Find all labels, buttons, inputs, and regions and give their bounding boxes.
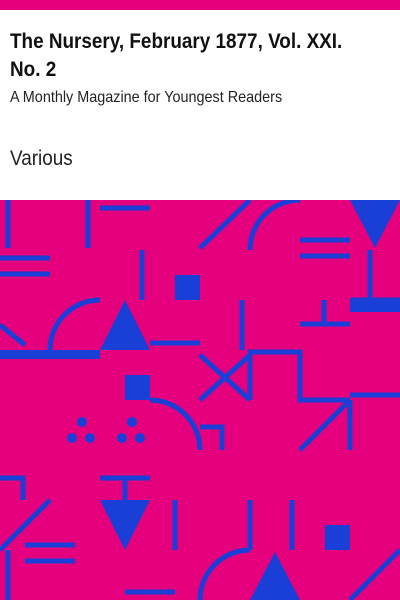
cover-pattern [0,200,400,600]
cover-header: The Nursery, February 1877, Vol. XXI. No… [0,10,400,200]
book-subtitle: A Monthly Magazine for Youngest Readers [10,89,283,106]
top-accent-strip [0,0,400,10]
book-title: The Nursery, February 1877, Vol. XXI. No… [10,30,343,81]
book-author: Various [10,147,73,170]
